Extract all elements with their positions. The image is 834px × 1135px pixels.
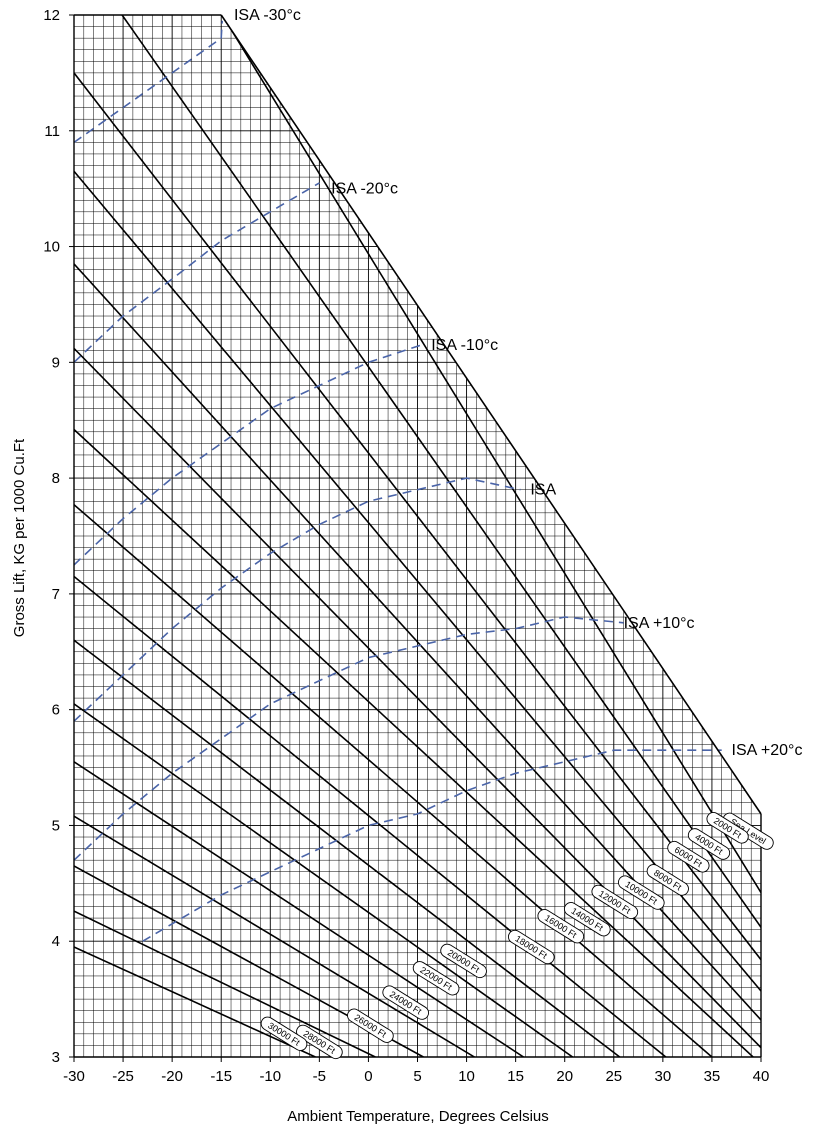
altitude-line: [74, 910, 376, 1057]
altitude-line: [74, 170, 761, 992]
x-tick-label: 5: [413, 1068, 421, 1085]
altitude-label-box: [537, 909, 585, 944]
isa-label: ISA +20°c: [732, 742, 803, 759]
altitude-label-box: [591, 884, 639, 920]
altitude-label: 22000 Ft: [412, 961, 460, 996]
x-tick-label: -25: [112, 1068, 134, 1085]
isa-line: [73, 477, 521, 722]
x-tick-label: 30: [655, 1068, 672, 1085]
altitude-line: [74, 703, 574, 1057]
altitude-line: [74, 815, 475, 1057]
y-tick-label: 11: [44, 123, 60, 140]
x-tick-label: -15: [210, 1068, 232, 1085]
isa-label: ISA -10°c: [431, 337, 498, 354]
altitude-label-box: [260, 1016, 308, 1051]
x-tick-label: 10: [458, 1068, 475, 1085]
x-tick-label: -5: [313, 1068, 326, 1085]
altitude-label-box: [440, 943, 487, 979]
y-tick-label: 8: [52, 470, 60, 487]
altitude-label: 18000 Ft: [507, 929, 555, 965]
isa-label: ISA -30°c: [234, 7, 301, 24]
altitude-label-box: [412, 961, 460, 996]
altitude-line: [74, 428, 754, 1057]
altitude-line: [74, 639, 621, 1057]
y-tick-label: 6: [52, 702, 60, 719]
altitude-label-box: [507, 929, 555, 965]
y-tick-label: 5: [52, 817, 60, 834]
x-axis-label: Ambient Temperature, Degrees Celsius: [287, 1108, 549, 1125]
altitude-line: [74, 946, 316, 1057]
y-tick-label: 3: [52, 1049, 60, 1066]
altitude-line: [121, 15, 761, 928]
altitude-line: [74, 72, 761, 961]
altitude-line: [221, 15, 761, 894]
altitude-label-box: [296, 1024, 343, 1060]
altitude-line: [74, 347, 761, 1049]
y-tick-label: 9: [52, 354, 60, 371]
y-tick-label: 7: [52, 586, 60, 603]
x-tick-label: 20: [556, 1068, 573, 1085]
x-tick-label: 35: [704, 1068, 721, 1085]
isa-line: [73, 344, 422, 566]
altitude-line: [74, 575, 667, 1057]
altitude-label-box: [382, 985, 430, 1020]
altitude-label-box: [667, 840, 710, 873]
y-tick-label: 12: [43, 7, 60, 24]
altitude-label-box: [617, 875, 665, 910]
altitude-lines: [74, 15, 761, 1057]
altitude-label-box: [563, 902, 611, 937]
isa-label: ISA -20°c: [331, 181, 398, 198]
x-tick-label: 0: [364, 1068, 372, 1085]
altitude-label: 20000 Ft: [440, 943, 487, 979]
altitude-label-box: [347, 1008, 394, 1043]
x-tick-label: -10: [259, 1068, 281, 1085]
y-tick-label: 10: [43, 239, 60, 256]
isa-lines: [73, 20, 722, 942]
x-tick-label: 40: [753, 1068, 770, 1085]
x-tick-label: 25: [605, 1068, 622, 1085]
altitude-line: [74, 504, 713, 1057]
isa-line: [73, 20, 223, 144]
isa-line: [73, 182, 320, 363]
isa-label: ISA: [530, 482, 556, 499]
altitude-label-box: [687, 828, 731, 860]
y-axis-label: Gross Lift, KG per 1000 Cu.Ft: [11, 438, 28, 637]
x-tick-label: -20: [161, 1068, 183, 1085]
x-tick-label: 15: [507, 1068, 524, 1085]
envelope-line: [220, 14, 762, 815]
isa-label: ISA +10°c: [624, 615, 695, 632]
y-tick-label: 4: [52, 933, 60, 950]
altitude-label-box: [646, 864, 689, 896]
altitude-line: [74, 761, 524, 1057]
isa-line: [142, 749, 722, 942]
y-axis-ticks: 3 4 5 6 7 8 9 10 11 12: [43, 7, 74, 1066]
envelope: [220, 14, 762, 815]
isa-line: [73, 616, 624, 861]
x-tick-label: -30: [63, 1068, 85, 1085]
x-axis-ticks: -30 -25 -20 -15 -10 -5 0 5 10 15 20 25 30 35 40: [63, 1057, 769, 1085]
isa-labels: ISA -30°c ISA -20°c ISA -10°c ISA ISA +10°c I…: [234, 7, 802, 759]
altitude-label-box: [706, 812, 749, 844]
